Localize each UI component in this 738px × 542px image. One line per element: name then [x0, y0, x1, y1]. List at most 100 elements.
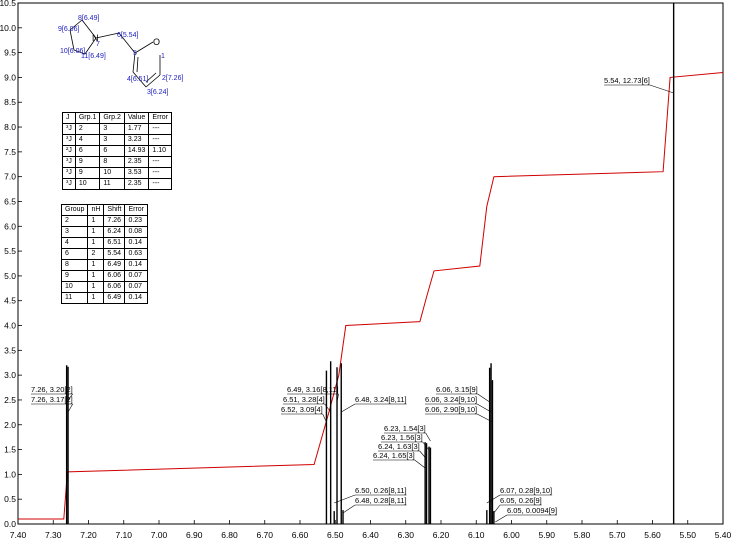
- peak-label-leader: [486, 494, 501, 504]
- table-cell: 9: [60, 270, 89, 282]
- x-tick-label: 7.10: [115, 530, 132, 540]
- table-cell: 0.23: [124, 215, 148, 227]
- table-row: 3 1 6.24 0.08: [60, 226, 148, 238]
- x-tick-label: 6.80: [221, 530, 238, 540]
- mol-label-3: 3[6.24]: [147, 89, 168, 96]
- table-row: 8 1 6.49 0.14: [60, 259, 148, 271]
- x-tick-label: 6.10: [468, 530, 485, 540]
- x-tick-label: 6.70: [256, 530, 273, 540]
- table-cell: 0.07: [124, 270, 148, 282]
- coupling-constants-table: J Grp.1 Grp.2 Value Error ³J 2 3 1.77 --- ³J 4 3 3.23…: [62, 112, 172, 190]
- table-cell: 0.14: [124, 237, 148, 249]
- y-tick-label: 3.0: [4, 370, 16, 380]
- mol-label-6: 6[5.54]: [117, 32, 138, 39]
- mol-label-1: 1: [161, 53, 165, 60]
- table-cell: 1: [87, 226, 105, 238]
- table-cell: ³J: [62, 167, 76, 179]
- table-cell: 1: [87, 237, 105, 249]
- table-cell: 3: [99, 134, 125, 146]
- table-cell: 2.35: [123, 178, 150, 190]
- peak-label-leader: [477, 413, 493, 423]
- table-cell: 0.07: [124, 281, 148, 293]
- y-tick-label: 8.0: [4, 122, 16, 132]
- y-tick-label: 1.0: [4, 469, 16, 479]
- peak-label: 6.06, 3.15[9]: [436, 385, 478, 394]
- peak-label: 6.05, 0.0094[9]: [507, 506, 557, 515]
- table-cell: 3.23: [123, 134, 150, 146]
- y-tick-label: 0.5: [4, 494, 16, 504]
- peak-label-leader: [425, 432, 431, 442]
- table-cell: ²J: [62, 145, 76, 157]
- table-cell: ³J: [62, 123, 76, 135]
- peak-label: 6.51, 3.28[4]: [283, 395, 325, 404]
- peak-label-leader: [493, 504, 501, 514]
- peak-label: 6.50, 0.26[8,11]: [355, 486, 407, 495]
- x-tick-label: 7.40: [10, 530, 27, 540]
- table-cell: 3: [99, 123, 125, 135]
- table-row: 9 1 6.06 0.07: [60, 270, 148, 282]
- peak-label-leader: [322, 413, 327, 423]
- y-tick-label: 6.0: [4, 221, 16, 231]
- peak-label-leader: [414, 459, 426, 469]
- peak-label: 6.48, 0.28[8,11]: [355, 496, 407, 505]
- y-tick-label: 2.5: [4, 395, 16, 405]
- table-cell: 4: [74, 134, 101, 146]
- table-cell: ---: [148, 167, 172, 179]
- table-cell: 2: [87, 248, 105, 260]
- table-cell: 1: [87, 259, 105, 271]
- table-row: 10 1 6.06 0.07: [60, 281, 148, 293]
- table-cell: 6.51: [103, 237, 126, 249]
- peak-label-leader: [422, 441, 430, 451]
- y-tick-label: 6.5: [4, 196, 16, 206]
- table-cell: ---: [148, 178, 172, 190]
- table-cell: 6.49: [103, 259, 126, 271]
- y-tick-label: 9.0: [4, 72, 16, 82]
- table-cell: ---: [148, 123, 172, 135]
- table-header-cell: Group: [60, 204, 89, 216]
- table-row: ³J 9 8 2.35 ---: [62, 156, 172, 168]
- table-cell: 4: [60, 237, 89, 249]
- table-header-cell: Grp.1: [74, 112, 101, 124]
- table-header-cell: Error: [148, 112, 172, 124]
- chemical-shift-table: Group nH Shift Error 2 1 7.26 0.23 3 1 6.24 0.08 4 1 6…: [60, 204, 148, 304]
- x-tick-label: 5.60: [644, 530, 661, 540]
- table-cell: 0.08: [124, 226, 148, 238]
- table-cell: 2: [60, 215, 89, 227]
- peak-label: 6.24, 1.63[3]: [378, 442, 420, 451]
- peak-lines: [65, 3, 675, 524]
- x-tick-label: 6.30: [397, 530, 414, 540]
- x-tick-label: 7.30: [45, 530, 62, 540]
- peak-label-leader: [476, 403, 492, 413]
- peak-labels: 7.26, 3.20[2]7.26, 3.17[2] 6.49, 3.16[8,1…: [31, 76, 674, 523]
- mol-label-11: 11[6.49]: [81, 53, 106, 60]
- table-row: ³J 2 3 1.77 ---: [62, 123, 172, 135]
- table-cell: 1: [87, 270, 105, 282]
- x-tick-label: 5.50: [679, 530, 696, 540]
- table-cell: 6: [60, 248, 89, 260]
- table-header-cell: Shift: [103, 204, 126, 216]
- table-cell: 6.06: [103, 270, 126, 282]
- mol-label-7: 7: [96, 41, 100, 48]
- table-cell: 6: [99, 145, 125, 157]
- table-cell: ³J: [62, 156, 76, 168]
- peak-label-leader: [342, 504, 356, 514]
- peak-label: 6.05, 0.26[9]: [500, 496, 542, 505]
- mol-label-10: 10[6.06]: [60, 48, 85, 55]
- peak-label-leader: [67, 403, 73, 413]
- table-cell: 10: [60, 281, 89, 293]
- table-cell: 1.77: [123, 123, 150, 135]
- x-tick-label: 5.40: [715, 530, 732, 540]
- peak-label: 6.24, 1.65[3]: [373, 451, 415, 460]
- peak-label: 6.06, 2.90[9,10]: [425, 405, 477, 414]
- table-cell: 11: [99, 178, 125, 190]
- table-header-cell: Error: [124, 204, 148, 216]
- x-tick-label: 6.00: [503, 530, 520, 540]
- table-cell: 6.24: [103, 226, 126, 238]
- table-cell: 1: [87, 281, 105, 293]
- table-row: ²J 6 6 14.93 1.10: [62, 145, 172, 157]
- mol-label-4: 4[6.51]: [127, 76, 148, 83]
- table-cell: 6.49: [103, 292, 126, 304]
- y-tick-label: 3.5: [4, 345, 16, 355]
- x-tick-label: 6.60: [292, 530, 309, 540]
